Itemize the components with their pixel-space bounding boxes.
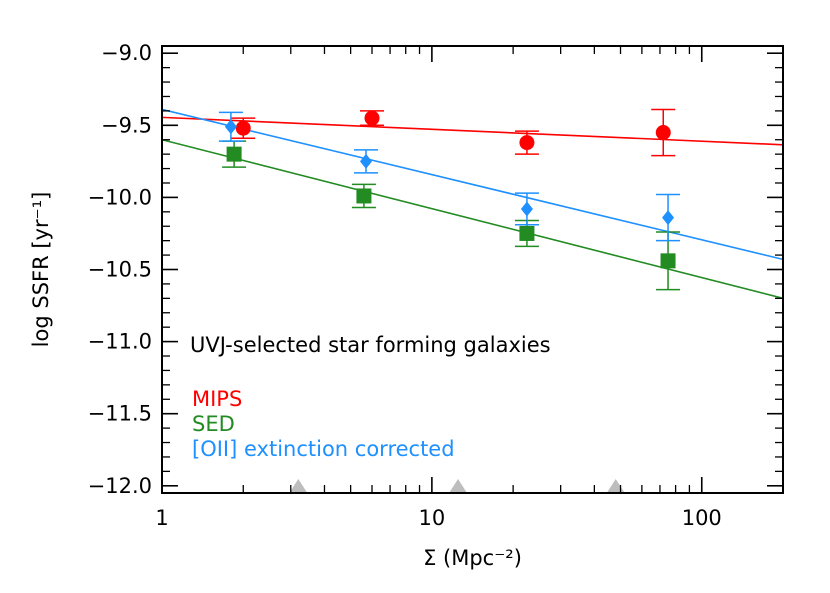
x-tick-label: 100 (682, 506, 722, 530)
data-point (226, 146, 242, 162)
y-tick-label: −11.0 (88, 330, 152, 354)
data-point (235, 120, 251, 136)
y-tick-label: −10.0 (88, 185, 152, 209)
chart-annotation: UVJ-selected star forming galaxies (190, 333, 551, 357)
y-axis-title: log SSFR [yr⁻¹] (29, 192, 53, 348)
x-tick-label: 1 (155, 506, 168, 530)
data-point (356, 188, 372, 204)
x-axis-title: Σ (Mpc⁻²) (423, 546, 522, 570)
data-point (660, 253, 676, 269)
y-tick-label: −12.0 (88, 474, 152, 498)
legend-entry: SED (192, 412, 235, 436)
data-point (364, 110, 380, 126)
data-point (224, 119, 237, 135)
x-tick-label: 10 (419, 506, 446, 530)
fit-line-2 (162, 108, 783, 261)
legend-entry: MIPS (192, 387, 242, 411)
data-point (359, 153, 372, 169)
y-tick-label: −10.5 (88, 258, 152, 282)
bin-marker-icon (289, 479, 308, 493)
fit-line-0 (162, 116, 783, 146)
data-point (519, 225, 535, 241)
plot-frame (161, 45, 784, 494)
y-tick-label: −9.5 (101, 113, 152, 137)
bin-marker-icon (449, 479, 468, 493)
bin-marker-icon (606, 479, 625, 493)
y-tick-label: −9.0 (101, 41, 152, 65)
data-point (520, 201, 533, 217)
data-point (519, 135, 535, 151)
legend-entry: [OII] extinction corrected (192, 437, 455, 461)
data-point (655, 125, 671, 141)
fit-line-1 (162, 138, 783, 300)
data-point (662, 210, 675, 226)
y-tick-label: −11.5 (88, 402, 152, 426)
